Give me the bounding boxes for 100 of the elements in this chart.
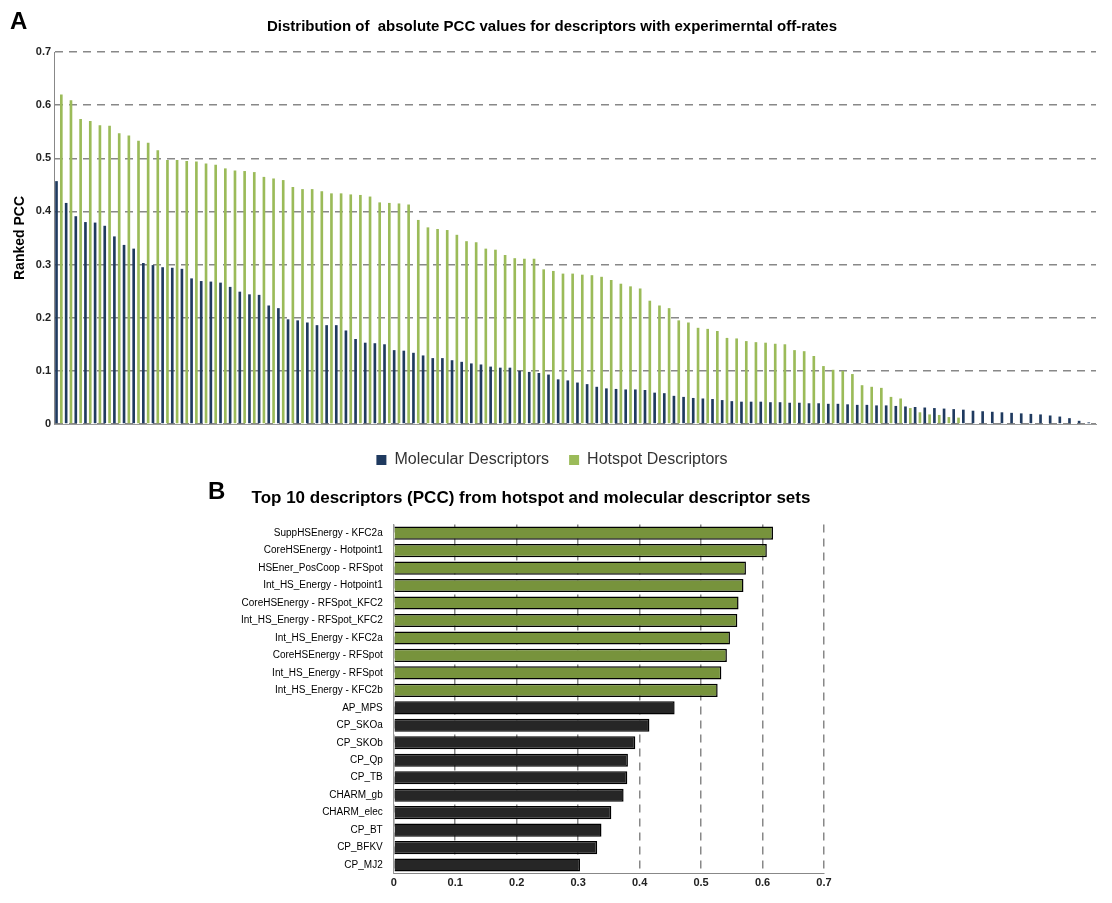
chart-title: Top 10 descriptors (PCC) from hotspot and molecular descriptor sets	[251, 487, 811, 507]
bar	[677, 320, 681, 424]
bar	[634, 389, 637, 424]
bar	[166, 159, 169, 424]
bar	[301, 189, 304, 424]
bar	[576, 382, 579, 424]
x-tick-label: 0.6	[754, 876, 771, 889]
bar	[445, 230, 449, 424]
y-tick-label: 0.7	[35, 45, 52, 58]
bar	[383, 344, 386, 424]
bar	[542, 269, 546, 424]
bar	[711, 399, 714, 424]
bar	[981, 411, 984, 424]
y-tick-label: CoreHSEnergy - RFSpot	[272, 649, 383, 661]
x-tick-label: 0.4	[631, 876, 649, 889]
bar	[1019, 413, 1023, 424]
bar	[252, 172, 256, 424]
bar	[267, 305, 271, 424]
bar	[769, 402, 772, 424]
y-tick-label: Int_HS_Energy - KFC2b	[274, 684, 384, 696]
bar	[990, 411, 994, 424]
y-tick-label: Int_HS_Energy - RFSpot_KFC2	[240, 614, 384, 626]
bar	[822, 366, 825, 424]
bar	[716, 331, 719, 424]
bar	[161, 267, 164, 424]
bar	[243, 171, 246, 424]
bar	[928, 414, 931, 424]
bar	[224, 168, 227, 424]
bar	[826, 403, 830, 424]
x-tick-label: 0	[390, 876, 397, 889]
y-tick-label: Int_HS_Energy - Hotpoint1	[263, 579, 384, 591]
bar	[489, 366, 492, 424]
y-tick-label: CP_BT	[350, 823, 383, 835]
bar	[937, 414, 941, 424]
bar	[957, 417, 960, 424]
bar	[498, 367, 502, 424]
bar	[484, 248, 488, 424]
bar	[846, 404, 849, 424]
y-tick-label: CoreHSEnergy - RFSpot_KFC2	[241, 596, 384, 608]
bar	[325, 325, 328, 424]
bar	[170, 267, 174, 424]
y-tick-label: CP_MJ2	[344, 858, 384, 870]
y-tick-label: 0.6	[35, 98, 52, 111]
y-tick-label: CoreHSEnergy - Hotpoint1	[263, 544, 384, 556]
x-tick-label: 0.1	[447, 876, 463, 889]
bar	[1048, 415, 1052, 424]
bar	[1039, 414, 1042, 424]
chart-title: Distribution of absolute PCC values for descriptors with experimerntal off-rates	[266, 17, 838, 35]
bar	[933, 408, 936, 424]
bar	[875, 405, 878, 424]
bar	[359, 194, 362, 424]
y-tick-label: 0.3	[35, 257, 52, 270]
bar	[199, 281, 203, 424]
bar	[691, 397, 695, 424]
bar	[629, 286, 632, 424]
bar	[272, 178, 275, 424]
bar	[798, 402, 801, 424]
bar	[894, 405, 898, 424]
bar	[465, 241, 468, 424]
bar	[1010, 412, 1013, 424]
bar	[513, 258, 517, 424]
bar	[354, 338, 357, 424]
bar	[103, 225, 107, 424]
x-tick-label: 0.7	[816, 876, 832, 889]
text: A	[10, 6, 28, 34]
bar	[624, 389, 628, 424]
bar	[190, 278, 193, 424]
bar	[142, 262, 145, 424]
bar	[773, 343, 777, 424]
bar	[436, 228, 439, 424]
bar	[793, 350, 796, 424]
y-tick-label: HSEner_PosCoop - RFSpot	[258, 561, 383, 573]
bar	[277, 308, 280, 424]
bar	[566, 380, 570, 424]
y-tick-label: 0.5	[35, 151, 52, 164]
bar	[296, 320, 300, 424]
bar	[648, 300, 652, 424]
bar	[407, 204, 410, 424]
bar	[60, 94, 63, 424]
bar	[88, 121, 92, 424]
bar	[744, 341, 748, 424]
bar	[363, 342, 367, 424]
bar	[851, 374, 854, 424]
bar	[74, 216, 78, 424]
bar	[117, 133, 121, 424]
bar	[84, 222, 87, 424]
legend-label: Molecular Descriptors	[394, 450, 550, 468]
y-tick-label: CHARM_elec	[322, 806, 383, 818]
bar	[855, 404, 859, 424]
bar	[605, 388, 608, 424]
legend-label: Hotspot Descriptors	[587, 450, 728, 468]
bar	[730, 401, 734, 424]
bar	[518, 370, 521, 424]
bar	[281, 180, 285, 424]
bar	[527, 371, 531, 424]
y-tick-label: Int_HS_Energy - KFC2a	[274, 631, 384, 643]
bar	[441, 358, 444, 424]
bar	[600, 276, 603, 424]
bar	[609, 279, 613, 424]
bar	[402, 350, 406, 424]
